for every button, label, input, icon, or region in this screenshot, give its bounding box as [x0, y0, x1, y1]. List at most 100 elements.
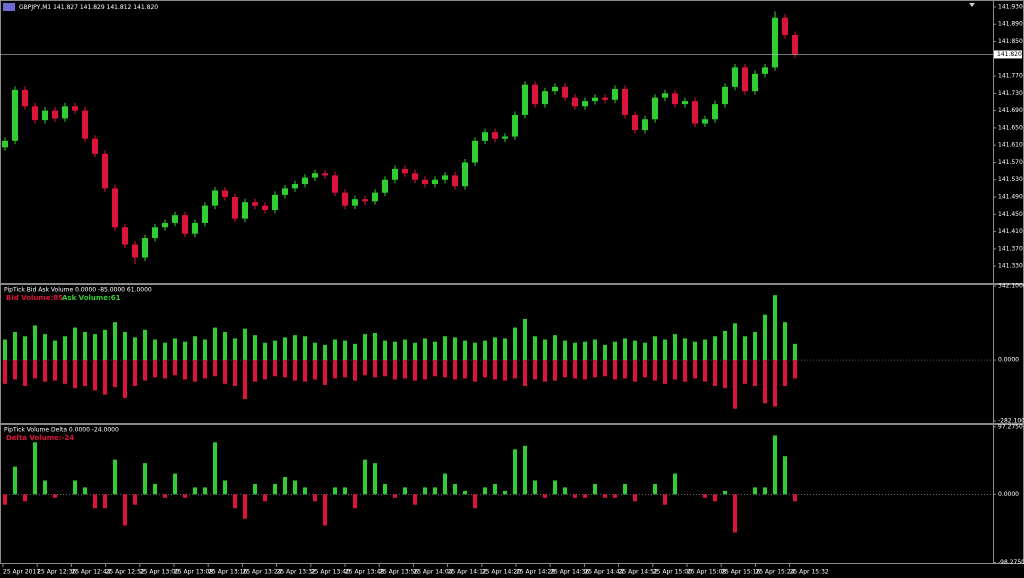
candle-body [762, 67, 768, 74]
y-tick-label: 141.850 [998, 38, 1023, 45]
volume-bar [153, 339, 157, 361]
volume-bar [643, 360, 647, 378]
x-tick-label: 25 Apr 13:48 [345, 569, 384, 576]
volume-bar [603, 344, 607, 361]
candle-body [302, 177, 308, 185]
candle-body [792, 34, 798, 55]
x-tick-label: 25 Apr 2017 [3, 569, 40, 576]
volume-bar [633, 360, 637, 382]
x-tick-label: 25 Apr 13:08 [174, 569, 213, 576]
volume-bar [753, 331, 757, 361]
volume-bar [653, 336, 657, 361]
volume-bar [333, 360, 337, 379]
candle-body [422, 179, 428, 185]
candle-body [782, 17, 788, 35]
candle-body [412, 173, 418, 180]
volume-bar [43, 360, 47, 382]
volume-bar [393, 494, 397, 498]
volume-bar [613, 360, 617, 380]
volume-bar [693, 360, 697, 379]
y-tick-label: 0.0000 [998, 491, 1019, 498]
volume-bar [503, 338, 507, 361]
volume-bar [523, 445, 527, 495]
volume-bar [663, 339, 667, 361]
y-tick-label: 141.370 [998, 245, 1023, 252]
volume-bar [463, 340, 467, 361]
volume-bar [253, 335, 257, 361]
candle-body [92, 138, 98, 154]
candle-body [772, 17, 778, 68]
candle-body [672, 93, 678, 105]
volume-bar [413, 494, 417, 505]
volume-bar [773, 295, 777, 361]
volume-bar [703, 339, 707, 361]
y-tick-label: 141.610 [998, 142, 1023, 149]
candle-body [82, 110, 88, 139]
volume-bar [473, 494, 477, 509]
volume-bar [713, 360, 717, 387]
candle-body [192, 222, 198, 234]
volume-bar [133, 337, 137, 361]
x-tick-label: 25 Apr 15:32 [790, 569, 829, 576]
volume-bar [443, 360, 447, 378]
volume-bar [453, 360, 457, 380]
volume-bar [563, 360, 567, 378]
volume-bar [643, 342, 647, 361]
volume-bar [213, 442, 217, 495]
volume-bar [63, 336, 67, 361]
volume-bar [73, 360, 77, 389]
volume-bar [663, 360, 667, 384]
candle-body [372, 192, 378, 202]
volume-bar [483, 360, 487, 378]
candle-body [592, 97, 598, 102]
candle-body [212, 190, 218, 206]
candle-body [342, 192, 348, 206]
candle-body [462, 162, 468, 187]
candle-body [72, 106, 78, 111]
volume-bar [333, 339, 337, 361]
y-tick-label: 141.330 [998, 263, 1023, 270]
candle-body [472, 140, 478, 163]
y-tick-label: 141.690 [998, 107, 1023, 114]
volume-bar [263, 494, 267, 502]
candle-body [322, 173, 328, 176]
volume-bar [23, 360, 27, 387]
y-tick-label: 0.0000 [998, 357, 1019, 364]
volume-bar [103, 360, 107, 395]
volume-bar [593, 339, 597, 361]
volume-bar [583, 341, 587, 361]
volume-bar [683, 360, 687, 382]
candle-body [532, 84, 538, 105]
volume-bar [613, 494, 617, 498]
volume-bar [383, 340, 387, 361]
candle-body [702, 119, 708, 124]
volume-bar [383, 483, 387, 495]
volume-bar [513, 327, 517, 361]
volume-bar [783, 456, 787, 495]
volume-bar [573, 342, 577, 361]
x-tick-label: 25 Apr 14:28 [516, 569, 555, 576]
volume-bar [593, 483, 597, 495]
volume-bar [753, 360, 757, 387]
volume-bar [383, 360, 387, 377]
x-tick-label: 25 Apr 13:56 [379, 569, 418, 576]
candle-body [132, 244, 138, 258]
candle-body [572, 97, 578, 107]
volume-bar [463, 490, 467, 495]
candle-body [182, 215, 188, 234]
volume-bar [313, 342, 317, 361]
volume-bar [163, 360, 167, 379]
volume-bar [443, 336, 447, 361]
y-tick-label: 141.450 [998, 211, 1023, 218]
volume-bar [343, 340, 347, 361]
volume-bar [783, 322, 787, 361]
volume-bar [323, 494, 327, 526]
volume-bar [453, 337, 457, 361]
volume-bar [33, 325, 37, 361]
volume-bar [793, 343, 797, 361]
candle-body [732, 67, 738, 87]
volume-bar [373, 333, 377, 361]
volume-bar [303, 336, 307, 361]
candle-body [332, 175, 338, 193]
x-tick-label: 25 Apr 15:00 [653, 569, 692, 576]
